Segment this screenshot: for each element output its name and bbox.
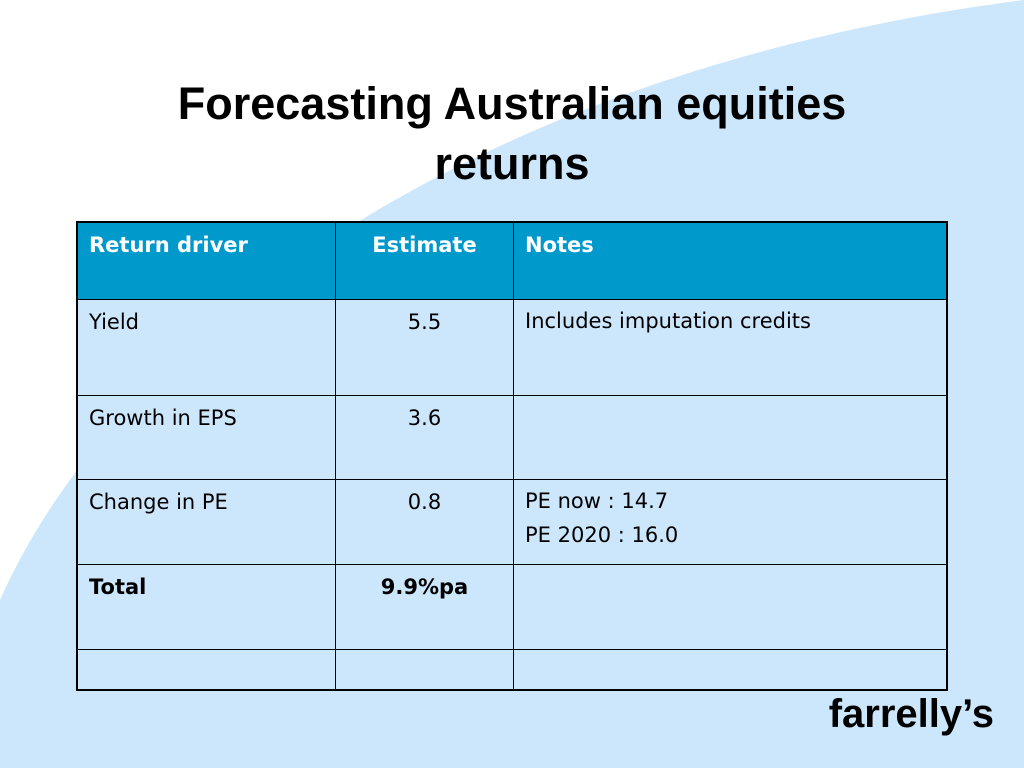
- table-row: Growth in EPS 3.6: [76, 394, 948, 481]
- estimate-cell: 3.6: [335, 394, 514, 481]
- note: PE 2020 : 16.0: [525, 523, 679, 548]
- driver-cell: Change in PE: [76, 479, 336, 566]
- driver-cell: Growth in EPS: [76, 394, 336, 481]
- header-cell: Return driver: [76, 221, 336, 300]
- empty-cell: [513, 649, 948, 691]
- estimate-cell: 9.9%pa: [335, 564, 514, 651]
- estimate-cell: 5.5: [335, 299, 514, 396]
- notes-cell: [513, 564, 948, 651]
- header-cell: Estimate: [335, 221, 514, 300]
- estimate-cell: 0.8: [335, 479, 514, 566]
- table-row: [76, 649, 948, 691]
- title: Forecasting Australian equities returns: [177, 78, 847, 189]
- empty-cell: [335, 649, 514, 691]
- notes-cell: [513, 394, 948, 481]
- note: Includes imputation credits: [525, 309, 811, 333]
- notes-cell: PE now : 14.7 PE 2020 : 16.0: [513, 479, 948, 566]
- header-cell: Notes: [513, 221, 948, 300]
- empty-cell: [76, 649, 336, 691]
- header-row: Return driver Estimate Notes: [76, 221, 948, 300]
- returns-table: Return driver Estimate Notes Yield 5.5 I…: [76, 221, 948, 691]
- table-row: Total 9.9%pa: [76, 564, 948, 651]
- driver-cell: Total: [76, 564, 336, 651]
- table-row: Yield 5.5 Includes imputation credits: [76, 299, 948, 396]
- driver-cell: Yield: [76, 299, 336, 396]
- table-row: Change in PE 0.8 PE now : 14.7 PE 2020 : …: [76, 479, 948, 566]
- note: PE now : 14.7: [525, 489, 669, 514]
- notes-cell: Includes imputation credits: [513, 299, 948, 396]
- footer-logo: farrelly’s: [828, 692, 994, 736]
